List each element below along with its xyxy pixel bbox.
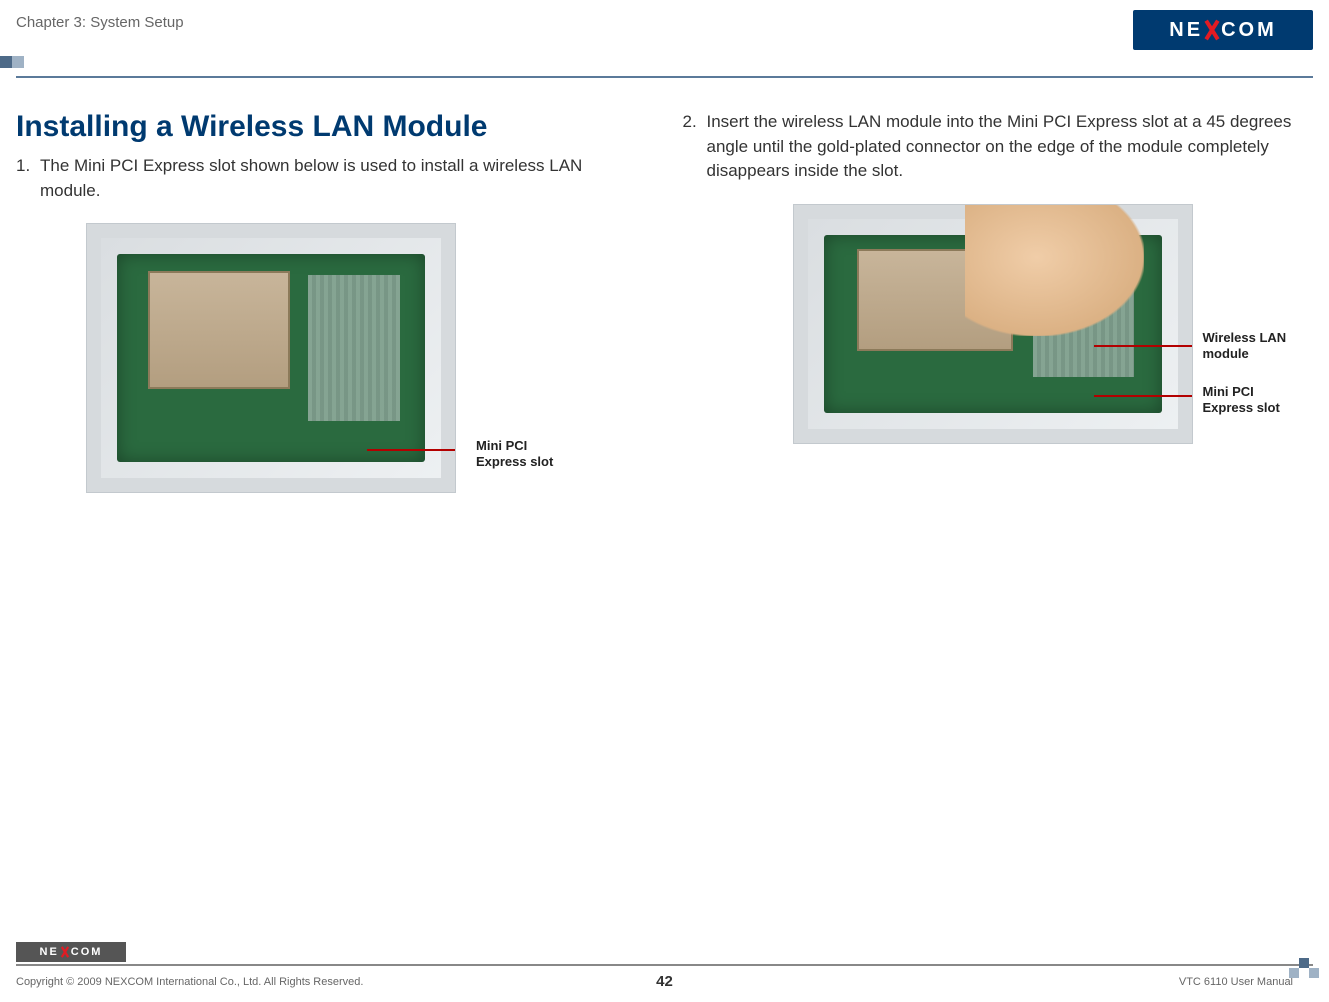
footer-rule — [16, 964, 1313, 966]
figure-1-photo — [86, 223, 456, 493]
step-2-text: Insert the wireless LAN module into the … — [707, 112, 1292, 180]
page-header: Chapter 3: System Setup NE COM — [0, 0, 1329, 76]
callout-line-b — [1094, 395, 1193, 397]
figure-2-photo — [793, 204, 1193, 444]
section-title: Installing a Wireless LAN Module — [16, 110, 647, 144]
callout-line-1 — [367, 449, 456, 451]
logo-text-right: COM — [1221, 19, 1277, 42]
figure-1-wrap: Mini PCI Express slot — [16, 223, 647, 493]
logo-x-icon — [1203, 20, 1221, 40]
chapter-label: Chapter 3: System Setup — [16, 8, 1313, 31]
callout-1-line2: Express slot — [476, 454, 553, 469]
header-decor-squares — [0, 56, 24, 68]
callout-line-a — [1094, 345, 1193, 347]
nexcom-logo: NE COM — [1133, 10, 1313, 50]
callout-wlan-module: Wireless LAN module — [1203, 330, 1287, 361]
manual-ref: VTC 6110 User Manual — [1179, 976, 1293, 988]
callout-b-line2: Express slot — [1203, 400, 1280, 415]
header-rule — [16, 76, 1313, 78]
step-2-number: 2. — [683, 110, 707, 135]
page-number: 42 — [656, 973, 673, 990]
footer-logo-left: NE — [40, 946, 59, 958]
step-1-text: The Mini PCI Express slot shown below is… — [40, 156, 582, 200]
callout-1-line1: Mini PCI — [476, 438, 527, 453]
page-footer: NE COM Copyright © 2009 NEXCOM Internati… — [0, 952, 1329, 1002]
step-1-number: 1. — [16, 154, 40, 179]
footer-logo-x-icon — [60, 947, 70, 958]
footer-logo: NE COM — [16, 942, 126, 962]
hand-icon — [965, 205, 1144, 336]
step-1: 1.The Mini PCI Express slot shown below … — [16, 154, 647, 203]
callout-mini-pci-1: Mini PCI Express slot — [476, 438, 553, 469]
copyright-text: Copyright © 2009 NEXCOM International Co… — [16, 976, 363, 988]
callout-mini-pci-2: Mini PCI Express slot — [1203, 384, 1280, 415]
right-column: 2.Insert the wireless LAN module into th… — [683, 110, 1314, 493]
footer-logo-right: COM — [71, 946, 103, 958]
pcb-icon — [117, 254, 425, 462]
left-column: Installing a Wireless LAN Module 1.The M… — [16, 110, 647, 493]
callout-b-line1: Mini PCI — [1203, 384, 1254, 399]
callout-a-line2: module — [1203, 346, 1249, 361]
step-2: 2.Insert the wireless LAN module into th… — [683, 110, 1314, 184]
logo-text-left: NE — [1169, 19, 1203, 42]
callout-a-line1: Wireless LAN — [1203, 330, 1287, 345]
figure-2-wrap: Wireless LAN module Mini PCI Express slo… — [683, 204, 1314, 444]
page-content: Installing a Wireless LAN Module 1.The M… — [16, 110, 1313, 493]
